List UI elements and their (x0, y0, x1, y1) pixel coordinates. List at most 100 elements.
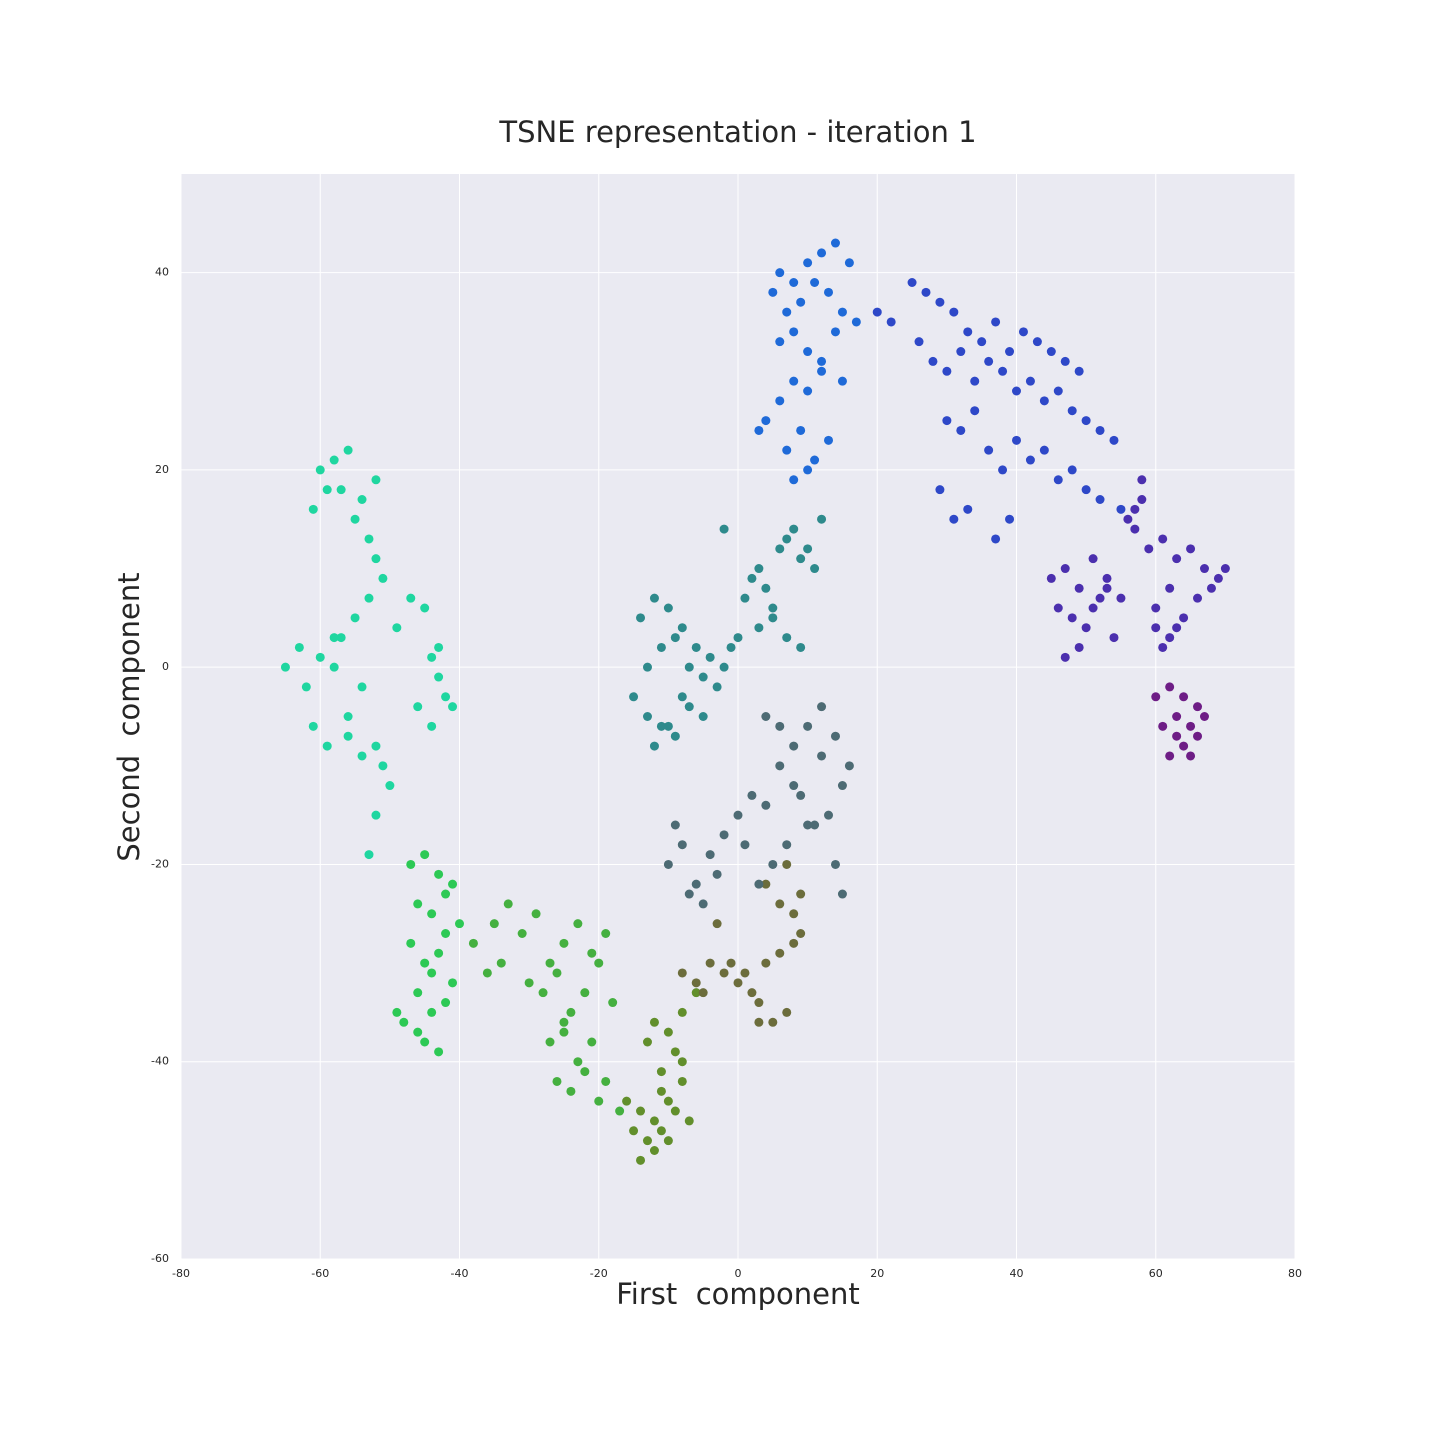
scatter-point (747, 988, 757, 998)
scatter-point (371, 475, 381, 485)
scatter-point (629, 1126, 639, 1136)
scatter-point (782, 840, 792, 850)
scatter-point (1095, 593, 1105, 603)
scatter-point (782, 445, 792, 455)
scatter-point (642, 712, 652, 721)
scatter-point (357, 682, 367, 692)
scatter-point (970, 406, 980, 416)
scatter-point (1018, 327, 1028, 337)
scatter-point (1193, 731, 1203, 741)
scatter-point (531, 909, 541, 919)
scatter-point (698, 899, 708, 909)
scatter-point (1172, 731, 1182, 741)
scatter-point (566, 1007, 576, 1017)
scatter-point (712, 682, 722, 692)
scatter-point (336, 485, 346, 495)
scatter-point (782, 1007, 792, 1017)
scatter-point (656, 1067, 666, 1077)
scatter-point (663, 603, 673, 613)
scatter-point (1213, 573, 1223, 583)
scatter-point (782, 859, 792, 869)
scatter-point (768, 1017, 778, 1027)
scatter-point (385, 781, 395, 791)
scatter-point (677, 623, 687, 633)
scatter-point (315, 652, 325, 662)
scatter-point (656, 1126, 666, 1136)
scatter-point (413, 988, 423, 998)
x-tick-label: -40 (451, 1267, 469, 1280)
scatter-point (949, 514, 959, 524)
scatter-point (754, 425, 764, 435)
scatter-point (420, 850, 430, 860)
scatter-point (1032, 337, 1042, 347)
scatter-point (622, 1096, 632, 1106)
scatter-point (364, 850, 374, 860)
scatter-point (482, 968, 492, 978)
scatter-point (677, 1057, 687, 1067)
x-tick-label: -60 (311, 1267, 329, 1280)
scatter-point (636, 1106, 646, 1116)
x-tick-label: 60 (1149, 1267, 1163, 1280)
scatter-point (789, 741, 799, 751)
x-tick-label: -80 (172, 1267, 190, 1280)
scatter-point (1193, 593, 1203, 603)
scatter-point (789, 524, 799, 534)
scatter-point (357, 495, 367, 504)
scatter-point (726, 958, 736, 968)
scatter-point (663, 1136, 673, 1146)
scatter-point (663, 1096, 673, 1106)
scatter-point (441, 889, 451, 899)
scatter-point (886, 317, 896, 327)
scatter-point (670, 633, 680, 643)
scatter-point (935, 485, 945, 495)
scatter-point (803, 386, 813, 396)
scatter-point (357, 751, 367, 761)
scatter-point (803, 721, 813, 731)
y-tick-label: 0 (162, 660, 169, 673)
scatter-point (343, 712, 353, 721)
scatter-point (1060, 652, 1070, 662)
x-tick-label: 0 (735, 1267, 742, 1280)
scatter-point (796, 642, 806, 652)
scatter-point (789, 278, 799, 287)
scatter-point (775, 721, 785, 731)
y-tick-label: -40 (151, 1055, 169, 1068)
scatter-point (1220, 564, 1230, 574)
scatter-point (580, 1067, 590, 1077)
scatter-point (1199, 712, 1209, 721)
scatter-point (1172, 623, 1182, 633)
scatter-point (747, 573, 757, 583)
scatter-point (817, 702, 827, 712)
scatter-point (803, 258, 813, 268)
scatter-point (1158, 721, 1168, 731)
scatter-point (719, 830, 729, 840)
scatter-point (663, 721, 673, 731)
scatter-point (1179, 741, 1189, 751)
scatter-point (378, 761, 388, 771)
scatter-point (761, 416, 771, 426)
scatter-point (796, 889, 806, 899)
scatter-point (601, 1076, 611, 1086)
scatter-point (636, 1155, 646, 1165)
scatter-point (754, 1017, 764, 1027)
scatter-point (1012, 435, 1021, 445)
scatter-point (761, 958, 771, 968)
scatter-point (984, 356, 994, 366)
scatter-point (803, 544, 813, 554)
y-tick-label: 40 (155, 266, 169, 279)
scatter-point (545, 1037, 555, 1047)
scatter-point (649, 1017, 659, 1027)
scatter-point (656, 721, 666, 731)
scatter-point (670, 1106, 680, 1116)
scatter-point (921, 287, 931, 297)
scatter-point (914, 337, 924, 347)
scatter-point (1095, 495, 1105, 504)
scatter-point (524, 978, 534, 988)
scatter-point (789, 376, 799, 386)
scatter-point (991, 534, 1001, 544)
scatter-point (371, 741, 381, 751)
scatter-point (949, 307, 959, 317)
scatter-point (308, 504, 318, 514)
scatter-point (1005, 347, 1015, 357)
scatter-point (1137, 495, 1147, 504)
